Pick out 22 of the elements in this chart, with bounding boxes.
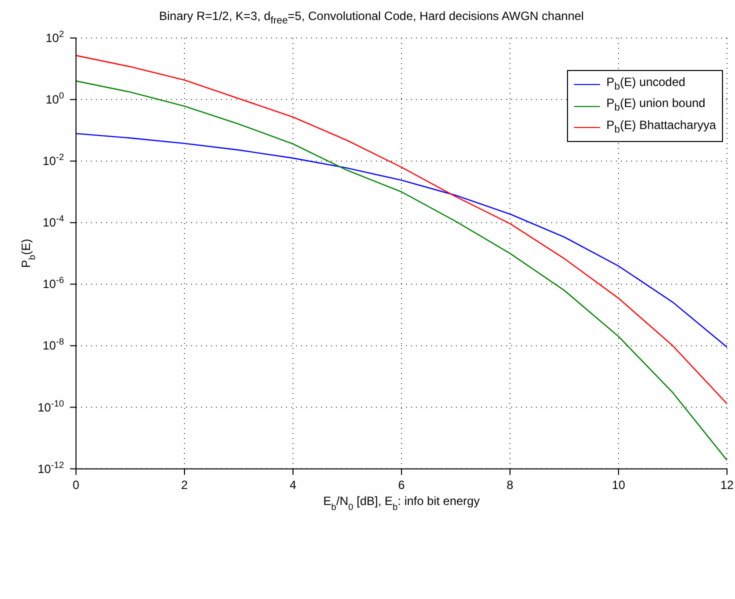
line-series [76, 132, 727, 348]
legend-label: P$_{b}$(E) uncoded [606, 74, 686, 94]
legend-label: P$_{b}$(E) Bhattacharyya [606, 116, 716, 138]
x-tick-label: 6 [398, 478, 406, 492]
y-tick-label: 10$^{0}$ [46, 90, 64, 107]
legend-label: P$_{b}$(E) union bound [606, 95, 706, 116]
x-axis-title: E$_{b}$/N$_{0}$ [dB], E$_{b}$: info bit energy [323, 494, 480, 512]
y-tick-label: 10$^{-12}$ [38, 460, 64, 476]
y-tick-label: 10$^{2}$ [46, 29, 64, 45]
y-tick-label: 10$^{-2}$ [42, 152, 64, 168]
y-tick-label: 10$^{-8}$ [42, 336, 64, 353]
line-series [76, 54, 727, 404]
y-tick-label: 10$^{-6}$ [42, 275, 64, 292]
x-tick-label: 10 [612, 478, 626, 492]
y-tick-label: 10$^{-10}$ [38, 398, 64, 414]
x-tick-label: 8 [506, 478, 514, 492]
x-tick-label: 12 [720, 478, 734, 492]
y-tick-label: 10$^{-4}$ [42, 214, 64, 230]
chart-title: Binary R=1/2, K=3, d$_{free}$=5, Convolutional Code, Hard decisions AWGN channel [158, 8, 585, 28]
x-tick-label: 4 [290, 478, 297, 492]
x-tick-label: 2 [181, 478, 188, 492]
x-tick-label: 0 [72, 478, 80, 492]
